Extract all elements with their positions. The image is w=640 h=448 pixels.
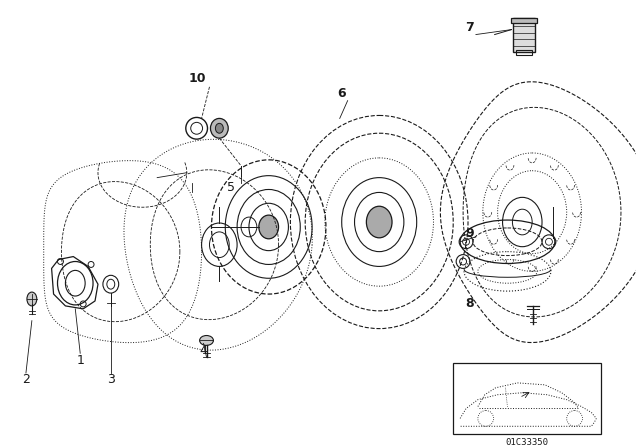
Ellipse shape xyxy=(259,215,278,239)
Text: 3: 3 xyxy=(107,374,115,387)
Text: 7: 7 xyxy=(466,21,474,34)
Text: 6: 6 xyxy=(337,87,346,100)
Bar xyxy=(453,363,601,434)
Bar xyxy=(511,18,537,23)
Text: 4: 4 xyxy=(200,344,207,357)
Ellipse shape xyxy=(200,336,213,345)
Text: 9: 9 xyxy=(466,228,474,241)
Text: 5: 5 xyxy=(227,181,235,194)
Ellipse shape xyxy=(366,206,392,238)
Text: 2: 2 xyxy=(22,374,30,387)
Bar xyxy=(516,50,532,55)
Text: 01C33350: 01C33350 xyxy=(506,438,548,447)
Ellipse shape xyxy=(27,292,36,306)
Text: 8: 8 xyxy=(466,297,474,310)
Bar xyxy=(513,18,535,52)
Text: 1: 1 xyxy=(76,353,84,366)
Text: 10: 10 xyxy=(189,73,206,86)
Ellipse shape xyxy=(216,123,223,133)
Ellipse shape xyxy=(211,118,228,138)
